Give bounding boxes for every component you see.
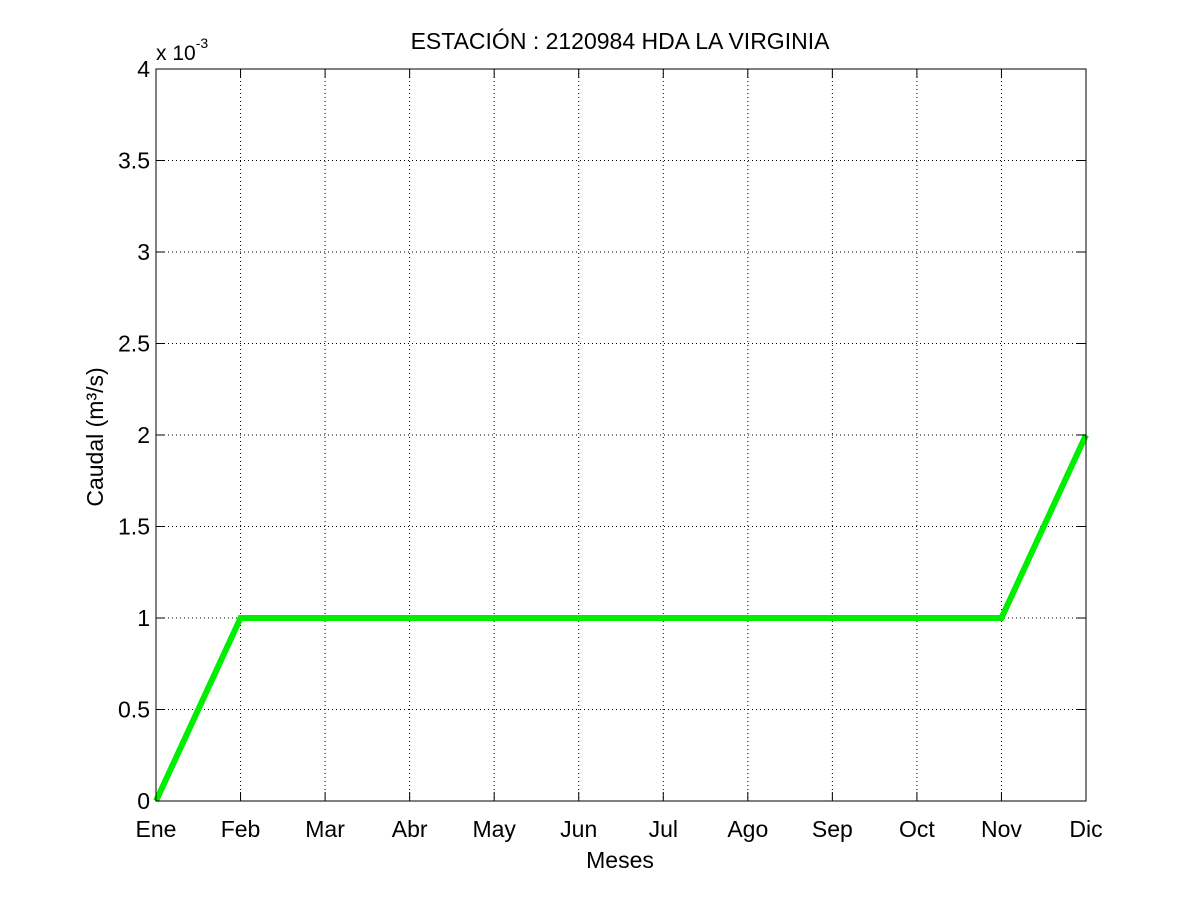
x-tick-label: Jun (560, 816, 597, 842)
y-axis-multiplier: x 10-3 (156, 35, 208, 65)
y-tick-label: 0 (137, 788, 150, 814)
x-tick-label: Mar (305, 816, 345, 842)
y-tick-label: 0.5 (118, 697, 150, 723)
x-tick-label: Ago (727, 816, 768, 842)
ticks (155, 68, 1087, 802)
x-tick-label: Abr (392, 816, 428, 842)
series-line (153, 433, 1089, 803)
y-axis-label: Caudal (m³/s) (82, 367, 108, 506)
y-tick-label: 4 (137, 56, 150, 82)
x-tick-label: Oct (899, 816, 935, 842)
x-tick-label: May (472, 816, 516, 842)
y-tick-label: 1.5 (118, 514, 150, 540)
x-tick-label: Ene (136, 816, 177, 842)
x-tick-label: Dic (1069, 816, 1102, 842)
x-tick-label: Nov (981, 816, 1022, 842)
x-tick-label: Sep (812, 816, 853, 842)
x-tick-labels: Ene Feb Mar Abr May Jun Jul Ago Sep Oct Nov Dic (136, 816, 1103, 842)
series-layer (153, 433, 1089, 803)
x-tick-label: Feb (221, 816, 261, 842)
y-tick-label: 2 (137, 422, 150, 448)
y-tick-labels: 0 0.5 1 1.5 2 2.5 3 3.5 4 (118, 56, 150, 814)
x-tick-label: Jul (649, 816, 678, 842)
y-axis-multiplier-base: x 10 (156, 42, 196, 65)
y-tick-label: 2.5 (118, 331, 150, 357)
x-axis-label: Meses (586, 847, 654, 873)
y-tick-label: 3.5 (118, 148, 150, 174)
chart-title: ESTACIÓN : 2120984 HDA LA VIRGINIA (411, 28, 831, 54)
y-tick-label: 3 (137, 239, 150, 265)
y-tick-label: 1 (137, 605, 150, 631)
y-axis-multiplier-exponent: -3 (196, 35, 209, 51)
